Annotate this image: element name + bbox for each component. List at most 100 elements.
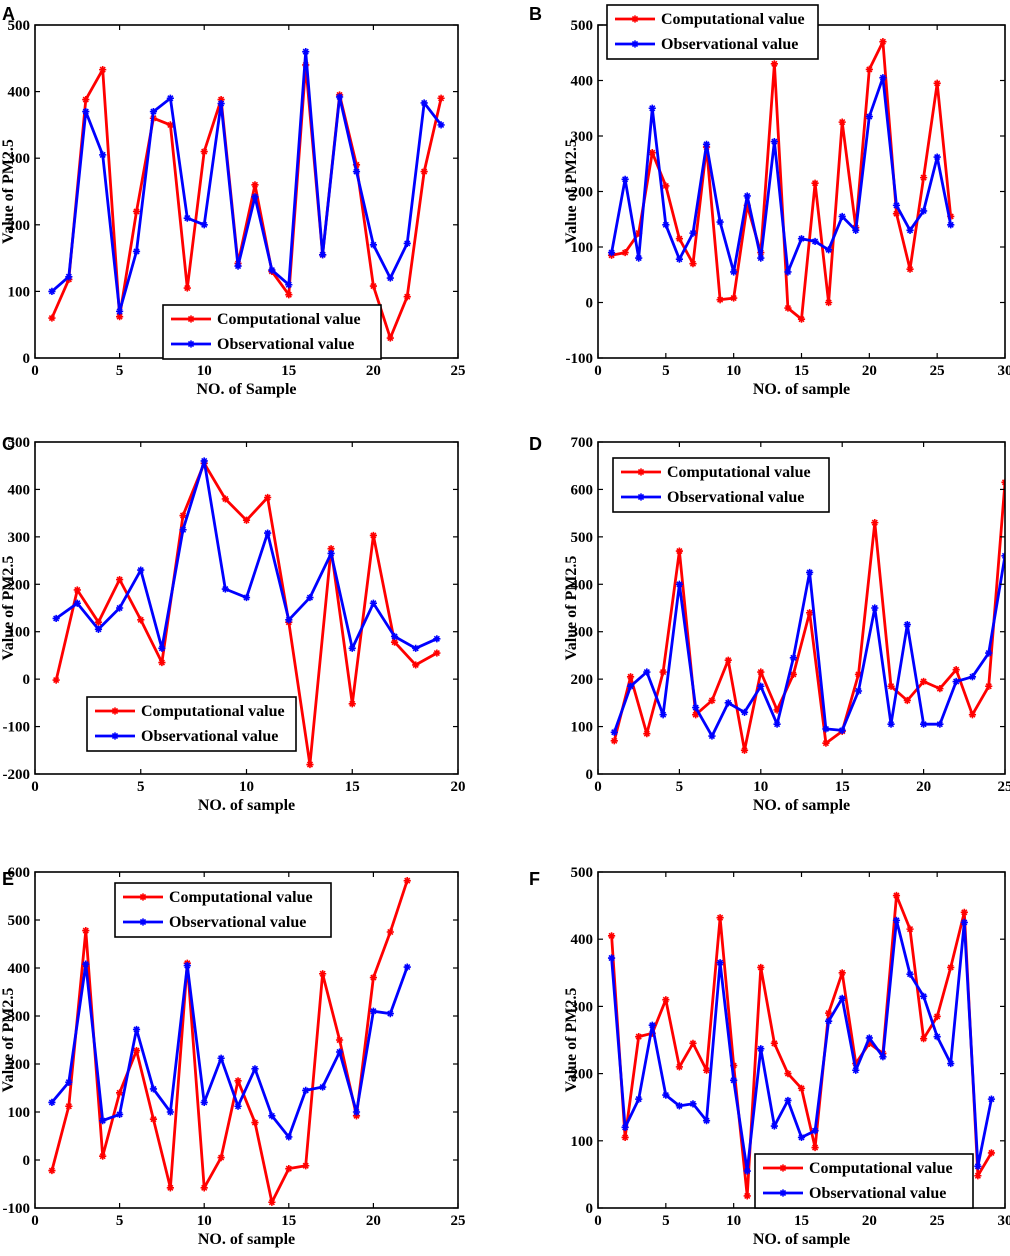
x-axis-label: NO. of sample <box>753 797 850 814</box>
computational-data-point <box>854 670 863 678</box>
observational-data-point <box>974 1162 982 1170</box>
computational-data-point <box>730 294 738 302</box>
observational-data-point <box>648 1021 656 1029</box>
x-tick-label: 0 <box>31 779 39 795</box>
observational-data-point <box>702 1117 711 1125</box>
plot-area <box>52 457 441 769</box>
computational-data-point <box>865 1039 873 1047</box>
computational-data-point <box>433 649 441 657</box>
observational-data-point <box>234 262 242 270</box>
observational-data-point <box>285 1133 293 1141</box>
observational-data-point <box>797 235 806 243</box>
observational-data-point <box>920 207 928 215</box>
observational-data-point <box>906 970 914 978</box>
observational-data-point <box>82 960 90 968</box>
y-tick-label: 400 <box>571 932 594 948</box>
computational-data-point <box>158 658 166 667</box>
legend-label-observational: Observational value <box>141 728 278 745</box>
computational-data-point <box>217 1154 225 1162</box>
legend-marker-computational <box>111 707 119 715</box>
x-tick-label: 20 <box>916 779 931 795</box>
observational-data-point <box>99 151 107 159</box>
y-tick-label: 600 <box>8 865 31 881</box>
legend-label-computational: Computational value <box>217 311 361 328</box>
computational-data-point <box>662 182 670 190</box>
computational-data-point <box>770 1039 778 1047</box>
observational-data-point <box>838 994 846 1002</box>
legend-marker-computational <box>779 1164 787 1172</box>
computational-data-point <box>906 925 914 933</box>
observational-data-point <box>716 218 724 226</box>
computational-data-point <box>437 94 445 102</box>
observational-data-point <box>789 654 797 662</box>
observational-data-point <box>116 604 124 612</box>
y-tick-label: 400 <box>571 577 594 593</box>
plot-area <box>607 891 996 1200</box>
computational-data-point <box>635 1033 643 1041</box>
computational-data-point <box>825 298 833 307</box>
legend-label-observational: Observational value <box>809 1185 946 1202</box>
observational-data-point <box>689 229 697 237</box>
observational-data-point <box>607 248 616 257</box>
computational-data-point <box>116 313 124 321</box>
observational-data-point <box>335 1048 344 1056</box>
x-tick-label: 0 <box>594 1213 602 1229</box>
plot-area <box>607 38 955 323</box>
panel-letter: B <box>529 4 542 24</box>
observational-data-point <box>348 644 356 652</box>
x-tick-label: 5 <box>116 363 124 379</box>
computational-data-point <box>200 1184 208 1192</box>
x-tick-label: 0 <box>594 779 602 795</box>
computational-series-line <box>611 40 953 321</box>
computational-data-point <box>968 711 977 719</box>
observational-data-point <box>386 1010 394 1018</box>
legend: Computational value Observational value <box>606 4 819 60</box>
y-tick-label: 200 <box>8 577 31 593</box>
computational-data-point <box>757 668 765 676</box>
computational-data-point <box>217 95 225 104</box>
y-tick-label: 200 <box>8 1057 31 1073</box>
observational-data-point <box>947 221 955 229</box>
y-tick-label: 200 <box>571 1067 594 1083</box>
legend-marker-computational <box>631 15 639 23</box>
computational-data-point <box>903 696 911 705</box>
computational-data-point <box>179 511 187 520</box>
computational-data-point <box>879 38 887 46</box>
legend-box <box>612 457 830 513</box>
y-tick-label: 100 <box>571 1134 594 1150</box>
observational-data-point <box>770 1122 778 1130</box>
computational-data-point <box>716 296 724 304</box>
observational-data-point <box>675 1102 683 1110</box>
observational-data-point <box>65 1078 73 1086</box>
computational-data-point <box>99 66 107 74</box>
y-tick-label: 500 <box>571 865 594 881</box>
computational-data-point <box>692 711 700 719</box>
observational-data-point <box>319 1083 327 1091</box>
x-axis-label: NO. of sample <box>198 797 295 814</box>
computational-data-point <box>369 531 377 540</box>
computational-data-point <box>166 121 174 129</box>
y-tick-label: 500 <box>571 18 594 34</box>
panel-a: A 0 5 10 15 20 25 0 100 200 300 400 500 NO. of Sample… <box>0 4 466 398</box>
y-tick-label: 100 <box>8 625 31 641</box>
observational-data-point <box>906 226 914 234</box>
legend-label-observational: Observational value <box>661 36 798 53</box>
y-tick-label: 300 <box>8 530 31 546</box>
legend-marker-observational <box>631 40 639 48</box>
panel-letter: C <box>2 434 15 454</box>
computational-data-point <box>221 495 229 503</box>
observational-data-point <box>48 287 56 295</box>
computational-data-point <box>99 1152 107 1160</box>
x-axis-label: NO. of sample <box>198 1231 295 1248</box>
legend-box <box>86 696 297 752</box>
legend: Computational value Observational value <box>114 882 332 938</box>
axes-box <box>597 441 1006 775</box>
y-tick-label: 300 <box>571 129 594 145</box>
observational-data-point <box>369 1007 377 1015</box>
observational-data-point <box>920 720 928 728</box>
y-tick-label: 100 <box>571 720 594 736</box>
y-tick-label: 400 <box>8 482 31 498</box>
computational-data-point <box>689 1039 697 1047</box>
legend-marker-observational <box>111 732 119 740</box>
computational-data-point <box>285 291 293 299</box>
